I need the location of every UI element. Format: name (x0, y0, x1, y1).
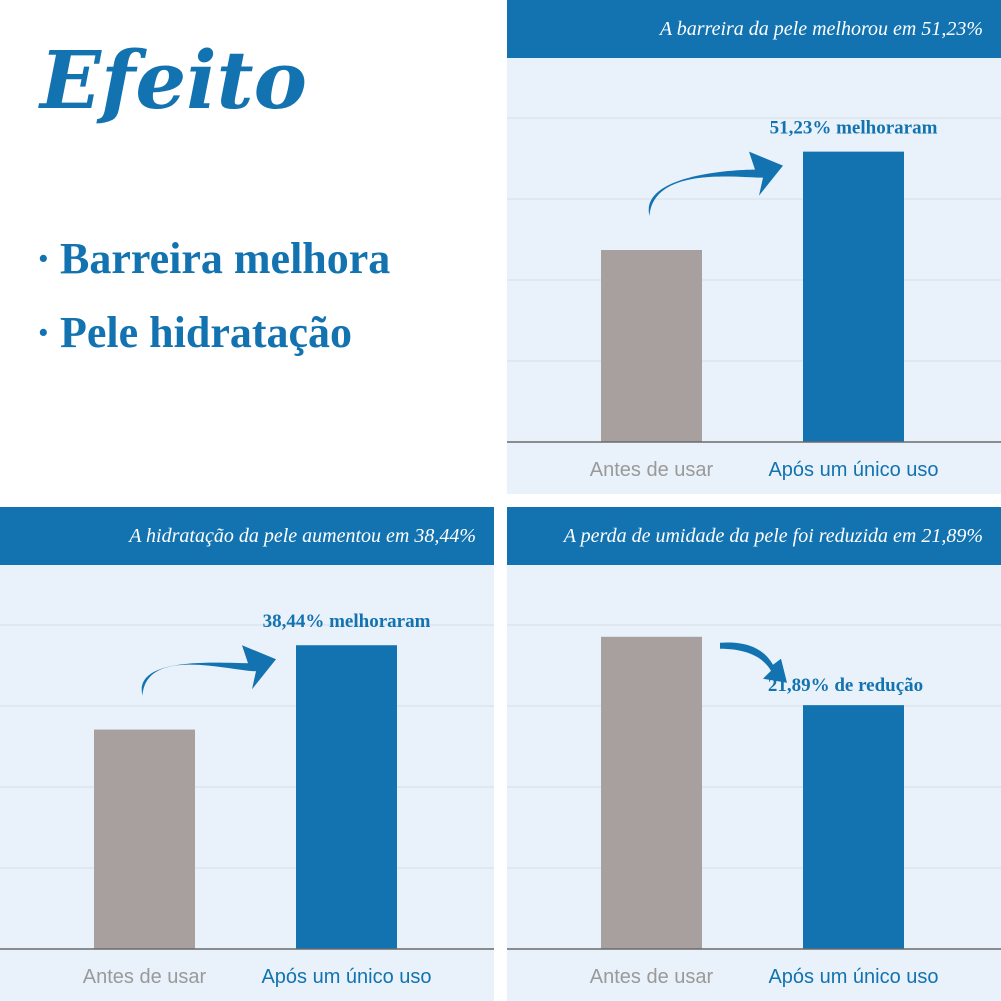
trend-arrow-icon (720, 642, 787, 683)
x-tick-label: Antes de usar (590, 966, 714, 988)
bar (601, 250, 702, 442)
bar (601, 636, 702, 949)
chart-header: A perda de umidade da pele foi reduzida … (507, 507, 1001, 565)
benefit-label: Barreira melhora (60, 234, 391, 283)
bar (803, 705, 904, 949)
chart-title: A barreira da pele melhorou em 51,23% (659, 18, 983, 40)
data-label: 21,89% de redução (768, 675, 923, 696)
page-title: Efeito (40, 33, 307, 127)
bullet-dot: · (36, 234, 51, 283)
bar (94, 729, 195, 949)
x-tick-label: Após um único uso (768, 459, 938, 481)
data-label: 51,23% melhoraram (770, 118, 938, 139)
bar (803, 151, 904, 442)
x-tick-label: Antes de usar (83, 966, 207, 988)
benefit-list: · Barreira melhora · Pele hidratação (36, 232, 486, 380)
chart-panel-barrier: A barreira da pele melhorou em 51,23% An… (507, 0, 1001, 494)
bar-chart: Antes de usar Após um único uso 51,23% mel… (507, 117, 1001, 481)
x-tick-label: Após um único uso (768, 966, 938, 988)
bullet-dot: · (36, 308, 51, 357)
chart-header: A barreira da pele melhorou em 51,23% (507, 0, 1001, 58)
chart-title: A hidratação da pele aumentou em 38,44% (129, 525, 476, 547)
chart-panel-moisture-loss: A perda de umidade da pele foi reduzida … (507, 507, 1001, 1001)
benefit-label: Pele hidratação (60, 308, 353, 357)
data-label: 38,44% melhoraram (263, 611, 431, 632)
bar (296, 645, 397, 949)
chart-panel-hydration: A hidratação da pele aumentou em 38,44% … (0, 507, 494, 1001)
x-tick-label: Após um único uso (261, 966, 431, 988)
trend-arrow-icon (648, 151, 783, 216)
bar-chart: Antes de usar Após um único uso 21,89% de … (507, 624, 1001, 988)
benefit-item: · Barreira melhora (36, 232, 486, 286)
x-tick-label: Antes de usar (590, 459, 714, 481)
chart-title: A perda de umidade da pele foi reduzida … (563, 525, 983, 547)
chart-header: A hidratação da pele aumentou em 38,44% (0, 507, 494, 565)
benefit-item: · Pele hidratação (36, 306, 486, 360)
trend-arrow-icon (141, 645, 276, 696)
bar-chart: Antes de usar Após um único uso 38,44% mel… (0, 611, 494, 988)
